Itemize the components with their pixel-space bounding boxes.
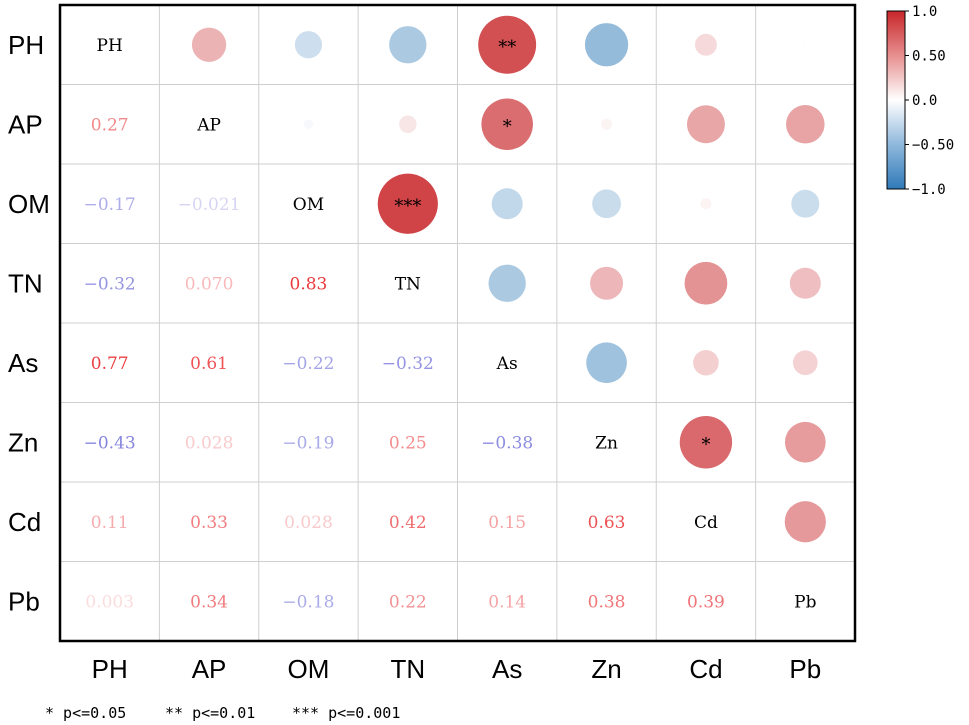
correlation-value: 0.83 (290, 274, 328, 294)
correlation-value: −0.17 (84, 195, 136, 215)
diagonal-label: Cd (694, 513, 718, 533)
correlation-value: −0.32 (84, 274, 136, 294)
correlation-value: 0.14 (488, 592, 526, 612)
correlation-circle (786, 105, 825, 144)
significance-stars: ** (498, 37, 516, 58)
x-tick-label: AP (192, 654, 227, 684)
correlation-circle (491, 188, 523, 220)
correlation-value: 0.15 (488, 513, 526, 533)
colorbar-tick-label: −1.0 (912, 182, 946, 198)
correlation-circle (693, 349, 719, 376)
correlation-value: 0.028 (185, 433, 234, 453)
correlation-circle (784, 421, 826, 463)
correlation-circle (590, 266, 624, 300)
correlation-circle (481, 98, 533, 151)
correlation-value: 0.38 (588, 592, 626, 612)
x-tick-label: Cd (689, 654, 722, 684)
correlation-circle (792, 350, 818, 376)
correlation-circle (399, 115, 417, 133)
correlation-value: 0.25 (389, 433, 427, 453)
significance-stars: *** (394, 196, 421, 217)
diagonal-label: Zn (595, 433, 618, 453)
correlation-circle (686, 105, 725, 144)
colorbar-tick-label: 1.0 (912, 4, 937, 20)
diagonal-label: PH (97, 36, 123, 56)
y-tick-label: Cd (8, 507, 41, 537)
correlation-value: 0.34 (190, 592, 228, 612)
correlation-value: 0.11 (91, 513, 129, 533)
correlation-circle (679, 416, 733, 469)
diagonal-label: OM (293, 195, 324, 215)
colorbar-tick-label: 0.50 (912, 49, 946, 65)
correlation-circle (377, 173, 438, 234)
correlation-value: 0.070 (185, 274, 234, 294)
correlation-circle (789, 267, 821, 299)
correlation-circle (294, 31, 323, 59)
correlation-value: −0.22 (282, 354, 334, 374)
y-tick-label: AP (8, 109, 43, 139)
correlation-value: 0.39 (687, 592, 725, 612)
correlation-circle (601, 118, 613, 130)
y-tick-label: Zn (8, 427, 38, 457)
correlation-value: 0.27 (91, 115, 129, 135)
correlation-value: 0.003 (85, 592, 134, 612)
correlation-circle (700, 198, 712, 210)
colorbar (886, 10, 906, 190)
diagonal-label: Pb (794, 592, 816, 612)
diagonal-label: AP (196, 115, 221, 135)
correlation-circle (684, 261, 728, 305)
correlation-value: −0.32 (382, 354, 434, 374)
correlation-value: 0.63 (588, 513, 626, 533)
correlation-circle (584, 23, 629, 67)
y-tick-label: TN (8, 268, 43, 298)
plot-frame (58, 3, 857, 643)
correlation-circle (191, 27, 227, 62)
correlation-circle (389, 26, 427, 64)
correlation-value: 0.61 (190, 354, 228, 374)
significance-legend-item: *** p<=0.001 (292, 704, 400, 722)
correlation-value: 0.028 (284, 513, 333, 533)
correlation-circle (488, 264, 526, 302)
y-tick-label: OM (8, 189, 50, 219)
correlation-value: −0.38 (481, 433, 533, 453)
x-tick-label: Pb (789, 654, 821, 684)
correlation-value: 0.77 (91, 354, 129, 374)
correlation-value: −0.19 (282, 433, 334, 453)
colorbar-tick-label: 0.0 (912, 93, 937, 109)
y-tick-label: As (8, 348, 38, 378)
correlation-circle (784, 501, 826, 543)
correlation-circle (791, 189, 820, 218)
significance-legend-item: ** p<=0.01 (165, 704, 255, 722)
correlation-value: 0.22 (389, 592, 427, 612)
significance-stars: * (503, 116, 512, 137)
y-tick-label: Pb (8, 586, 40, 616)
x-tick-label: OM (287, 654, 329, 684)
diagonal-label: As (496, 354, 518, 374)
x-tick-label: PH (92, 654, 128, 684)
correlation-value: −0.021 (178, 195, 241, 215)
correlation-value: −0.18 (282, 592, 334, 612)
colorbar-tick-label: −0.50 (912, 138, 954, 154)
correlation-value: 0.33 (190, 513, 228, 533)
correlation-circle (586, 342, 627, 384)
x-tick-label: TN (390, 654, 425, 684)
diagonal-label: TN (395, 274, 421, 294)
y-tick-label: PH (8, 30, 44, 60)
significance-stars: * (701, 434, 710, 455)
correlation-circle (694, 33, 717, 56)
x-tick-label: As (492, 654, 522, 684)
x-tick-label: Zn (591, 654, 621, 684)
significance-legend-item: * p<=0.05 (45, 704, 126, 722)
correlation-circle (592, 189, 621, 219)
correlation-circle (803, 42, 808, 47)
correlation-circle (478, 15, 537, 74)
correlation-value: −0.43 (84, 433, 136, 453)
correlation-circle (303, 119, 314, 130)
correlation-value: 0.42 (389, 513, 427, 533)
